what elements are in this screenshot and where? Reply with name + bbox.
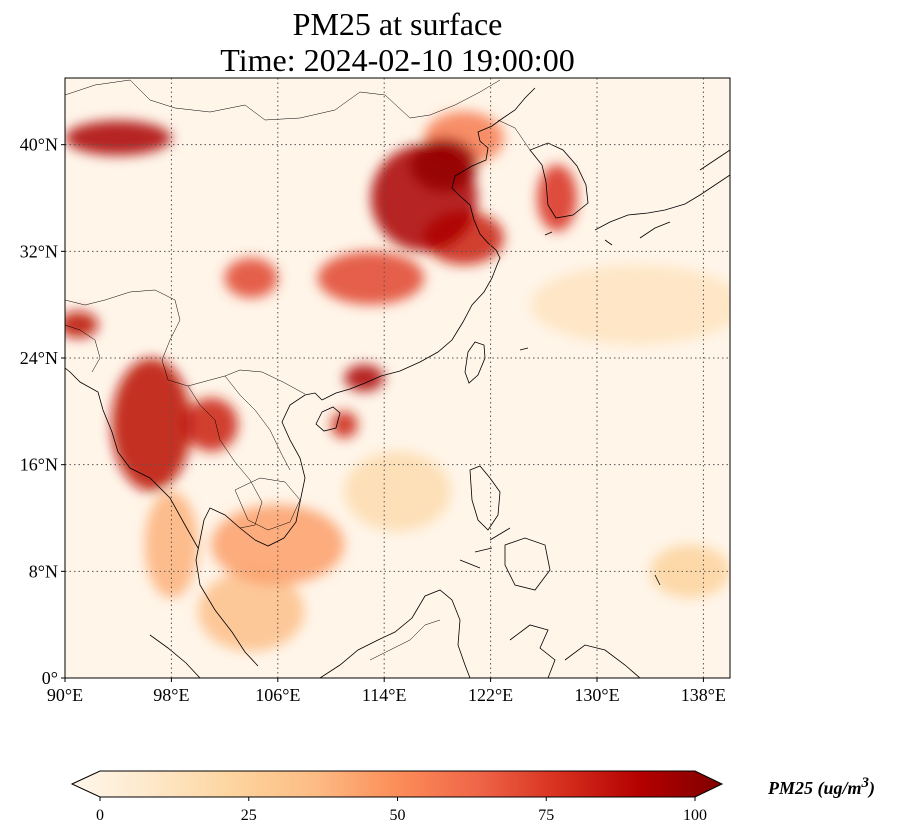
border-korea-china	[497, 119, 531, 151]
coastline-andaman	[65, 367, 199, 549]
coastline-taiwan	[464, 341, 486, 384]
lon-tick-label: 106°E	[255, 685, 300, 705]
lat-tick-label: 24°N	[20, 348, 58, 368]
border-laos-vietnam	[224, 375, 291, 471]
pm25-hotspot	[211, 504, 345, 585]
axis-ticks: 90°E 98°E 106°E 114°E 122°E 130°E 138°E 0° 8°N 16…	[20, 135, 726, 705]
coastline-visayas	[459, 527, 511, 569]
coastline-sumatra	[149, 634, 201, 678]
pm25-field	[65, 111, 730, 652]
pm25-hotspot	[184, 398, 238, 452]
coastline-borneo	[319, 589, 471, 678]
colorbar-label: PM25 (ug/m3)	[768, 775, 875, 799]
border-myanmar-china	[161, 319, 306, 395]
coastlines	[65, 87, 730, 678]
lat-tick-label: 16°N	[20, 455, 58, 475]
pm25-hotspot	[65, 120, 172, 156]
pm25-hotspot	[650, 544, 730, 598]
coastline-islands	[519, 231, 661, 586]
pm25-hotspot	[65, 311, 99, 338]
border-india-bangladesh	[65, 324, 101, 373]
coastline-south-china	[321, 264, 498, 401]
lat-tick-label: 8°N	[29, 561, 58, 581]
lon-tick-label: 122°E	[468, 685, 513, 705]
colorbar-label-end: )	[869, 778, 876, 798]
colorbar-label-superscript: 3	[861, 775, 870, 791]
colorbar-body	[70, 770, 724, 798]
coastline-new-guinea	[564, 644, 641, 678]
country-borders	[65, 79, 531, 661]
lat-tick-label: 32°N	[20, 241, 58, 261]
pm25-hotspot	[224, 258, 278, 298]
map-title-line1: PM25 at surface	[292, 6, 503, 42]
gridlines	[65, 78, 730, 678]
coastline-mindanao	[504, 537, 551, 591]
pm25-hotspot	[344, 364, 385, 392]
pm25-hotspot	[410, 138, 478, 192]
lon-tick-label: 114°E	[362, 685, 407, 705]
border-north-china-mongolia	[65, 79, 501, 121]
coastline-luzon	[469, 465, 501, 531]
lon-tick-label: 130°E	[574, 685, 619, 705]
border-borneo	[369, 619, 441, 661]
colorbar-ticks: 0 25 50 75 100	[96, 797, 707, 824]
coastline-sulawesi	[509, 624, 556, 678]
colorbar-label-text: PM25 (ug/m	[768, 778, 862, 798]
lat-tick-label: 40°N	[20, 135, 58, 155]
coastline-japan	[594, 149, 730, 239]
colorbar-tick-label: 75	[538, 807, 554, 824]
map-area	[64, 77, 731, 679]
lat-tick-label: 0°	[42, 668, 58, 688]
border-mekong	[187, 385, 263, 529]
coastline-korea	[529, 142, 589, 219]
coastline-east-china	[451, 87, 536, 266]
lon-tick-label: 138°E	[681, 685, 726, 705]
colorbar-tick-label: 50	[390, 807, 406, 824]
pm25-hotspot	[537, 164, 578, 232]
pm25-hotspot	[144, 491, 198, 598]
coastline-hainan	[315, 406, 341, 432]
colorbar: 0 25 50 75 100	[70, 770, 724, 824]
border-himalaya	[65, 289, 181, 321]
pm25-hotspot	[111, 358, 192, 492]
pm25-hotspot	[530, 264, 730, 345]
coastline-vietnam	[254, 392, 323, 547]
coastline-malay-peninsula	[195, 507, 259, 667]
colorbar-tick-label: 100	[683, 807, 707, 824]
border-cambodia	[234, 477, 301, 531]
lon-tick-label: 98°E	[153, 685, 189, 705]
pm25-hotspot	[331, 411, 358, 438]
map-title-line2: Time: 2024-02-10 19:00:00	[220, 42, 575, 78]
lon-tick-label: 90°E	[47, 685, 83, 705]
map-frame	[64, 77, 731, 679]
pm25-hotspot	[344, 451, 451, 532]
colorbar-tick-label: 25	[241, 807, 257, 824]
colorbar-tick-label: 0	[96, 807, 104, 824]
pm25-hotspot	[317, 251, 425, 305]
